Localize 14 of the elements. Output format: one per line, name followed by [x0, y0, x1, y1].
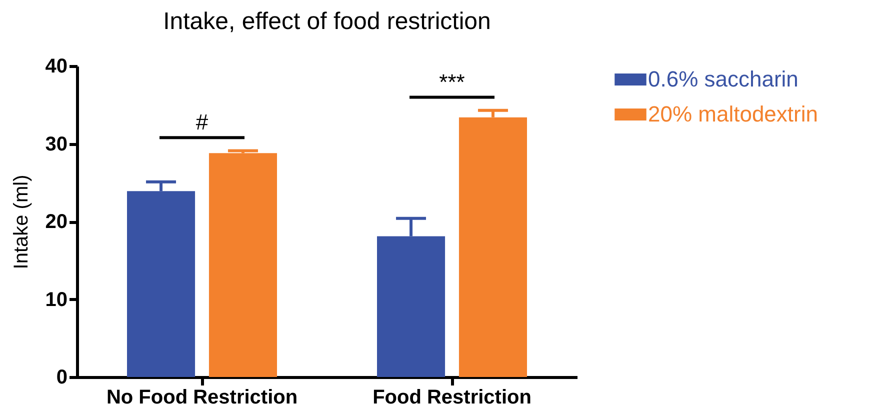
legend-label: 20% maltodextrin [648, 102, 818, 126]
bar [208, 153, 277, 377]
annotation: *** [439, 69, 466, 94]
chart-title: Intake, effect of food restriction [163, 8, 491, 35]
y-axis-title: Intake (ml) [10, 174, 32, 270]
legend-label: 0.6% saccharin [648, 66, 798, 92]
x-tick-label: Food Restriction [372, 386, 532, 408]
y-tick-label: 0 [56, 366, 68, 388]
y-tick-label: 40 [45, 56, 68, 78]
annotation: # [196, 110, 209, 135]
y-tick-label: 30 [45, 133, 68, 156]
y-tick-label: 10 [45, 288, 68, 311]
x-tick-label: No Food Restriction [106, 386, 298, 408]
y-tick-label: 20 [45, 211, 68, 233]
